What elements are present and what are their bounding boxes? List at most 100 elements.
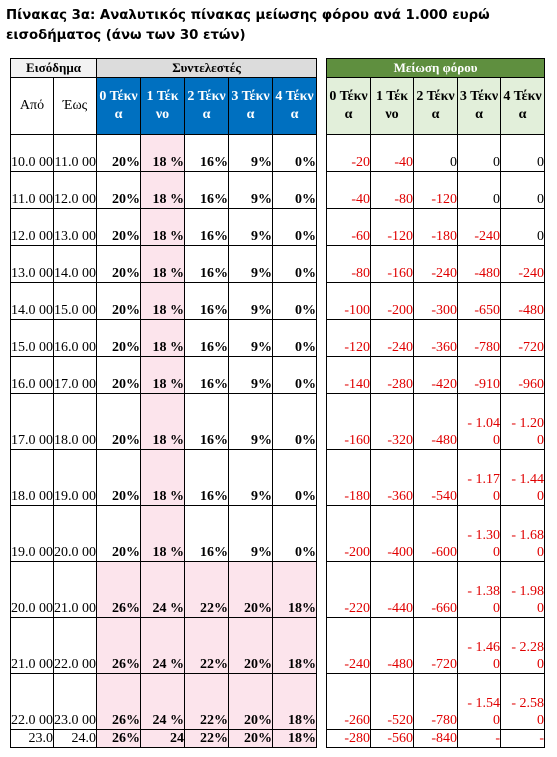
reduction-cell: - 1.54 0 <box>457 673 501 730</box>
rate-cell: 20% <box>96 449 141 506</box>
rate-cell: 20% <box>228 729 273 748</box>
reduction-cell: -840 <box>413 729 458 748</box>
rate-cell: 0% <box>271 356 318 394</box>
rate-cell: 16% <box>184 449 229 506</box>
rate-cell: 18% <box>271 617 318 674</box>
reduction-cell: -240 <box>326 617 371 674</box>
rate-cell: 0% <box>271 449 318 506</box>
reduction-cell: -200 <box>326 505 371 562</box>
reduction-cell: -540 <box>413 449 458 506</box>
reduction-cell: - 1.46 0 <box>457 617 501 674</box>
reduction-cell: -360 <box>413 319 458 357</box>
reduction-cell: -240 <box>413 245 458 283</box>
rate-cell: 18% <box>271 729 318 748</box>
rate-cell: 16% <box>184 245 229 283</box>
reduction-cell: -80 <box>370 171 414 209</box>
rate-cell: 18% <box>271 561 318 618</box>
rate-cell: 20% <box>96 393 141 450</box>
rate-cell: 16% <box>184 171 229 209</box>
reduction-col-header-3: 3 Τέκν α <box>457 77 501 135</box>
rate-cell: 20% <box>96 505 141 562</box>
table-row: -220 -440 -660- 1.38 0- 1.98 0 <box>326 561 546 618</box>
reduction-cell: -420 <box>413 356 458 394</box>
rate-cell: 9% <box>228 134 273 172</box>
reduction-cell: -40 <box>326 171 371 209</box>
rate-cell: 9% <box>228 393 273 450</box>
rate-cell: 9% <box>228 319 273 357</box>
table-row: 14.0 00 15.0 00 20% 18 % 16% 9% 0% <box>10 282 318 320</box>
income-to: 19.0 00 <box>53 449 97 506</box>
reduction-cell: -20 <box>326 134 371 172</box>
rate-cell: 16% <box>184 282 229 320</box>
income-to: 16.0 00 <box>53 319 97 357</box>
reduction-cell: -100 <box>326 282 371 320</box>
reduction-cell: - 1.44 0 <box>499 449 546 506</box>
rate-cell: 16% <box>184 393 229 450</box>
table-row: -200 -400 -600- 1.30 0- 1.68 0 <box>326 505 546 562</box>
table-row: -100 -200 -300 -650 -480 <box>326 282 546 320</box>
rate-cell: 20% <box>228 617 273 674</box>
rate-cell: 20% <box>96 134 141 172</box>
rate-cell: 9% <box>228 505 273 562</box>
rate-cell: 22% <box>184 561 229 618</box>
rate-cell: 9% <box>228 282 273 320</box>
reduction-cell: -180 <box>413 208 458 246</box>
table-row: 19.0 00 20.0 00 20% 18 % 16% 9% 0% <box>10 505 318 562</box>
table-row: -240 -480 -720- 1.46 0- 2.28 0 <box>326 617 546 674</box>
income-from: 10.0 00 <box>10 134 54 172</box>
income-from: 17.0 00 <box>10 393 54 450</box>
reduction-cell: -400 <box>370 505 414 562</box>
table-row: 16.0 00 17.0 00 20% 18 % 16% 9% 0% <box>10 356 318 394</box>
income-from: 14.0 00 <box>10 282 54 320</box>
reduction-cell: 0 <box>457 171 501 209</box>
reduction-cell: - 2.58 0 <box>499 673 546 730</box>
rate-cell: 16% <box>184 319 229 357</box>
income-to: 11.0 00 <box>53 134 97 172</box>
reduction-cell: -480 <box>457 245 501 283</box>
reduction-cell: -120 <box>413 171 458 209</box>
reduction-col-header-0: 0 Τέκν α <box>326 77 371 135</box>
rate-cell: 24 % <box>140 673 185 730</box>
reduction-cell: -600 <box>413 505 458 562</box>
rate-cell: 9% <box>228 356 273 394</box>
table-row: -180 -360 -540- 1.17 0- 1.44 0 <box>326 449 546 506</box>
reduction-cell: -480 <box>370 617 414 674</box>
reduction-cell: -660 <box>413 561 458 618</box>
from-header: Από <box>10 77 54 135</box>
rate-cell: 0% <box>271 134 318 172</box>
reduction-cell: -120 <box>326 319 371 357</box>
rate-cell: 0% <box>271 319 318 357</box>
rates-header: Συντελεστές <box>95 58 318 78</box>
table-row: 22.0 00 23.0 00 26% 24 % 22% 20% 18% <box>10 673 318 730</box>
rate-cell: 18 % <box>140 449 185 506</box>
table-row: -260 -520 -780- 1.54 0- 2.58 0 <box>326 673 546 730</box>
reduction-cell: -780 <box>457 319 501 357</box>
reduction-cell: -300 <box>413 282 458 320</box>
rate-cell: 0% <box>271 245 318 283</box>
income-from: 21.0 00 <box>10 617 54 674</box>
reduction-col-header-4: 4 Τέκν α <box>499 77 546 135</box>
rate-cell: 20% <box>96 319 141 357</box>
rate-cell: 20% <box>228 561 273 618</box>
rate-cell: 0% <box>271 393 318 450</box>
reduction-cell: - <box>457 729 501 748</box>
reduction-cell: -650 <box>457 282 501 320</box>
table-row: 18.0 00 19.0 00 20% 18 % 16% 9% 0% <box>10 449 318 506</box>
reduction-cell: -60 <box>326 208 371 246</box>
rate-cell: 9% <box>228 449 273 506</box>
reduction-cell: - 2.28 0 <box>499 617 546 674</box>
reduction-cell: 0 <box>457 134 501 172</box>
rate-cell: 20% <box>96 208 141 246</box>
income-to: 18.0 00 <box>53 393 97 450</box>
income-from: 12.0 00 <box>10 208 54 246</box>
rate-col-header-3: 3 Τέκν α <box>228 77 273 135</box>
table-row: -80 -160 -240 -480 -240 <box>326 245 546 283</box>
rate-cell: 0% <box>271 505 318 562</box>
rate-cell: 20% <box>96 171 141 209</box>
rate-cell: 20% <box>96 356 141 394</box>
reduction-cell: -240 <box>457 208 501 246</box>
rate-cell: 20% <box>96 282 141 320</box>
reduction-cell: - 1.04 0 <box>457 393 501 450</box>
table-row: -60 -120 -180 -240 0 <box>326 208 546 246</box>
